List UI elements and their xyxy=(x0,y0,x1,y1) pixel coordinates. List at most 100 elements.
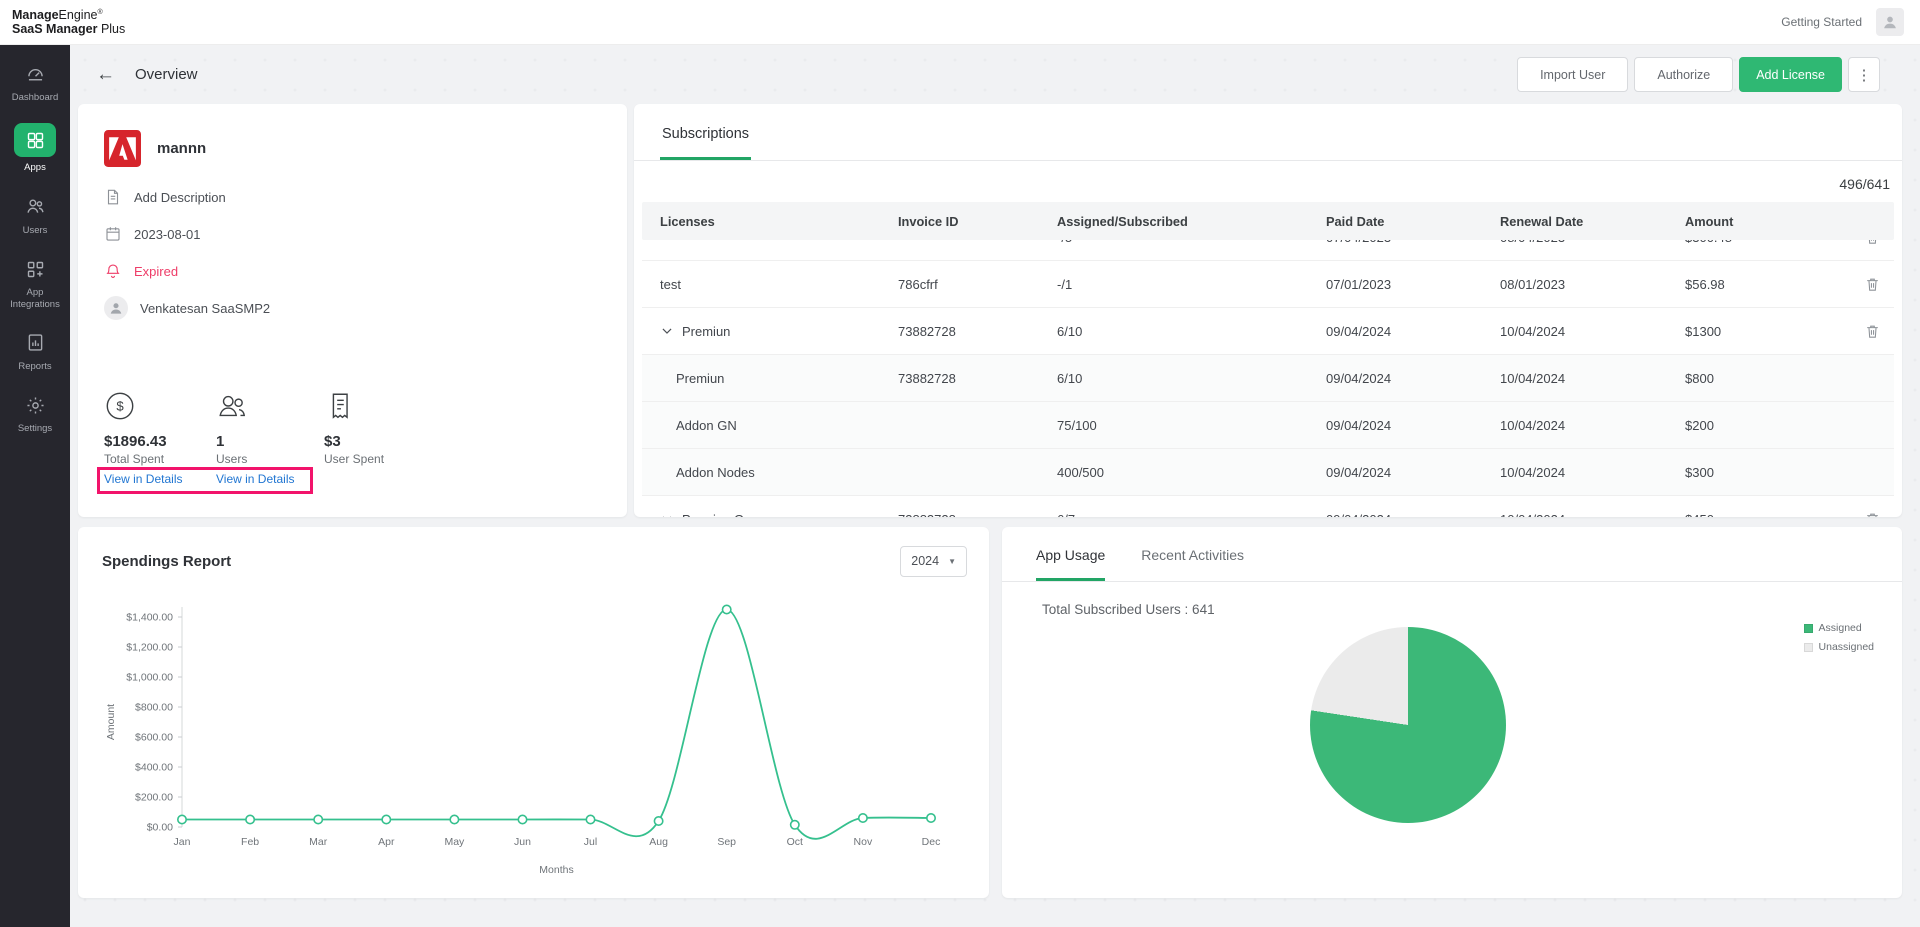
svg-text:$600.00: $600.00 xyxy=(135,732,173,744)
view-in-details-link[interactable]: View in Details xyxy=(216,472,295,486)
sidebar-item-apps[interactable]: Apps xyxy=(0,113,70,183)
stats-grid: $ $1896.43 Total Spent 1 Users $3 User Spent xyxy=(104,390,601,466)
legend-label: Assigned xyxy=(1818,622,1862,634)
topbar: ManageEngine® SaaS Manager Plus Getting … xyxy=(0,0,1920,45)
cell-renewal: 10/04/2024 xyxy=(1500,370,1566,386)
column-renewal-date: Renewal Date xyxy=(1500,213,1584,229)
stat-label: Total Spent xyxy=(104,452,165,466)
cell-invoice: 73882728 xyxy=(898,512,1057,518)
settings-icon xyxy=(22,392,48,418)
delete-icon[interactable] xyxy=(1864,240,1881,246)
cell-paid: 09/04/2024 xyxy=(1326,512,1500,518)
usage-tabs: App Usage Recent Activities xyxy=(1002,527,1902,582)
subscription-count: 496/641 xyxy=(1839,176,1890,192)
authorize-button[interactable]: Authorize xyxy=(1634,57,1734,92)
user-avatar[interactable] xyxy=(1876,8,1904,36)
sidebar-item-label: Dashboard xyxy=(11,92,59,103)
sidebar-item-app-integrations[interactable]: App Integrations xyxy=(0,246,70,320)
license-name: Premiun xyxy=(676,370,725,386)
app-usage-card: App Usage Recent Activities Total Subscr… xyxy=(1002,527,1902,898)
cell-renewal: 10/04/2024 xyxy=(1500,512,1685,518)
svg-text:Dec: Dec xyxy=(922,836,941,848)
license-name: Addon Nodes xyxy=(676,464,755,480)
app-header: mannn xyxy=(104,130,601,167)
svg-text:Aug: Aug xyxy=(649,836,668,848)
stat-value: 1 xyxy=(216,433,225,450)
status-badge: Expired xyxy=(134,263,179,279)
topbar-right: Getting Started xyxy=(1781,8,1904,36)
cell-renewal: 10/04/2024 xyxy=(1500,323,1566,339)
legend-label: Unassigned xyxy=(1818,641,1874,653)
getting-started-link[interactable]: Getting Started xyxy=(1781,15,1862,29)
svg-text:Amount: Amount xyxy=(105,704,117,740)
chevron-down-icon: ▼ xyxy=(948,556,956,566)
dollar-circle-icon: $ xyxy=(104,390,138,424)
chevron-down-icon[interactable] xyxy=(660,512,674,517)
sidebar-item-reports[interactable]: Reports xyxy=(0,320,70,382)
status-row: Expired xyxy=(104,261,601,281)
logo-saas-manager: SaaS Manager xyxy=(12,22,98,36)
back-button[interactable]: ← xyxy=(96,63,115,85)
cell-license: Premiun G xyxy=(642,512,898,517)
add-license-button[interactable]: Add License xyxy=(1739,57,1842,92)
cell-paid: 09/04/2024 xyxy=(1326,464,1392,480)
logo-plus: Plus xyxy=(97,22,126,36)
column-paid-date: Paid Date xyxy=(1326,213,1385,229)
app-stats: $ $1896.43 Total Spent 1 Users $3 User Spent V… xyxy=(97,390,601,494)
tab-app-usage[interactable]: App Usage xyxy=(1036,547,1106,581)
table-row: Addon Nodes 400/500 09/04/2024 10/04/2024 $3… xyxy=(642,449,1894,496)
cell-assigned: -/1 xyxy=(1057,276,1073,292)
svg-text:$1,000.00: $1,000.00 xyxy=(126,672,173,684)
page-title: Overview xyxy=(135,66,198,83)
cell-amount: $800 xyxy=(1685,370,1714,386)
column-amount: Amount xyxy=(1685,213,1734,229)
cell-assigned: 6/7 xyxy=(1057,512,1326,518)
cell-assigned: 75/100 xyxy=(1057,417,1097,433)
owner-row: Venkatesan SaaSMP2 xyxy=(104,296,601,320)
manageengine-logo: ManageEngine® SaaS Manager Plus xyxy=(12,8,125,37)
import-user-button[interactable]: Import User xyxy=(1517,57,1629,92)
owner-avatar xyxy=(104,296,128,320)
logo-engine: Engine xyxy=(58,7,98,22)
more-options-button[interactable]: ⋮ xyxy=(1848,57,1880,92)
column-assigned/subscribed: Assigned/Subscribed xyxy=(1057,213,1188,229)
table-row: Premiun 73882728 6/10 09/04/2024 10/04/2024 $… xyxy=(642,355,1894,402)
cell-actions xyxy=(1850,511,1894,517)
view-in-details-link[interactable]: View in Details xyxy=(104,472,183,486)
legend-item-unassigned: Unassigned xyxy=(1803,641,1874,653)
cell-amount: $300 xyxy=(1685,464,1714,480)
cell-amount: $1300 xyxy=(1685,323,1722,339)
subscriptions-tabs: Subscriptions xyxy=(634,104,1902,161)
delete-icon[interactable] xyxy=(1864,276,1881,293)
svg-text:Feb: Feb xyxy=(241,836,259,848)
cell-renewal: 10/04/2024 xyxy=(1500,417,1566,433)
cell-assigned: 6/10 xyxy=(1057,323,1083,339)
svg-text:Months: Months xyxy=(539,864,573,876)
chevron-down-icon[interactable] xyxy=(660,324,674,338)
sidebar-item-dashboard[interactable]: Dashboard xyxy=(0,51,70,113)
license-name: test xyxy=(660,276,681,292)
view-in-details-link xyxy=(324,472,601,486)
cell-amount: $300.48 xyxy=(1685,240,1850,245)
delete-icon[interactable] xyxy=(1864,323,1881,340)
delete-icon[interactable] xyxy=(1864,511,1881,517)
sidebar-item-settings[interactable]: Settings xyxy=(0,382,70,444)
add-description-row[interactable]: Add Description xyxy=(104,187,601,207)
tab-recent-activities[interactable]: Recent Activities xyxy=(1141,547,1244,563)
cell-license: Premiun xyxy=(642,371,898,386)
page-header: ← Overview Import User Authorize Add Lic… xyxy=(70,45,1920,104)
sidebar-item-label: Reports xyxy=(18,360,52,372)
svg-text:$800.00: $800.00 xyxy=(135,702,173,714)
cell-renewal: 08/01/2023 xyxy=(1500,276,1566,292)
table-row: test 786cfrf -/1 07/01/2023 08/01/2023 $56.98 xyxy=(642,261,1894,308)
spendings-report-card: Spendings Report 2024 ▼ $0.00 $200.00 $400… xyxy=(78,527,989,898)
svg-text:Mar: Mar xyxy=(309,836,328,848)
legend-swatch xyxy=(1803,623,1813,633)
sidebar-item-users[interactable]: Users xyxy=(0,184,70,246)
spendings-title: Spendings Report xyxy=(102,552,232,570)
tab-subscriptions[interactable]: Subscriptions xyxy=(660,126,752,160)
reports-icon xyxy=(22,330,48,356)
sidebar-items: Dashboard Apps Users App Integrations Report… xyxy=(0,51,70,445)
year-dropdown[interactable]: 2024 ▼ xyxy=(900,545,967,577)
